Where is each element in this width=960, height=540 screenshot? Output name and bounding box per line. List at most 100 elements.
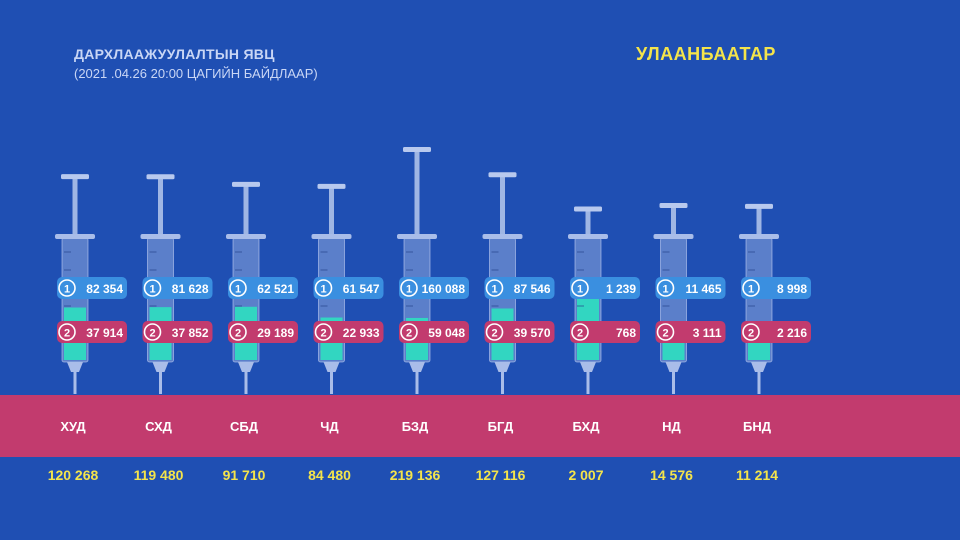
dose2-marker [742, 323, 760, 341]
syringe-needle [73, 372, 77, 394]
dose2-marker [656, 323, 675, 341]
dose2-badge [484, 321, 555, 343]
dose1-badge [313, 277, 384, 299]
syringe-nozzle [494, 362, 511, 372]
dose2-value-label: 768 [616, 326, 636, 340]
dose2-badge [313, 321, 384, 343]
category-label: НД [662, 419, 681, 434]
syringe-flange [226, 234, 266, 239]
dose1-value-label: 8 998 [777, 282, 807, 296]
city-label: УЛААНБААТАР [636, 44, 776, 64]
dose1-value-label: 1 239 [606, 282, 636, 296]
dose2-marker [571, 323, 589, 341]
syringe-plunger-rod [756, 206, 762, 238]
syringe-needle [415, 372, 419, 394]
syringe-needle [586, 372, 590, 394]
dose1-marker [143, 279, 162, 297]
dose1-marker-label: 1 [235, 284, 241, 296]
syringe-flange [55, 234, 95, 239]
syringe-needle [159, 372, 162, 394]
dose2-value-label: 22 933 [343, 326, 380, 340]
dose1-marker-label: 1 [64, 284, 70, 296]
dose2-badge [142, 321, 213, 343]
syringe-needle [501, 372, 504, 394]
dose1-value-label: 81 628 [172, 282, 209, 296]
dose2-marker-label: 2 [406, 328, 412, 340]
syringe-flange [653, 234, 694, 239]
total-label: 219 136 [390, 467, 441, 483]
dose1-marker [485, 279, 504, 297]
dose1-value-label: 61 547 [343, 282, 380, 296]
dose1-marker [400, 279, 418, 297]
syringe-flange [739, 234, 779, 239]
dose2-marker [58, 323, 76, 341]
syringe-nozzle [665, 362, 682, 372]
dose1-marker-label: 1 [662, 284, 668, 296]
dose1-marker [656, 279, 675, 297]
dose2-marker-label: 2 [491, 328, 497, 340]
dose2-value-label: 2 216 [777, 326, 807, 340]
dose1-value-label: 82 354 [86, 282, 123, 296]
category-label: СБД [230, 419, 259, 434]
syringe-needle [672, 372, 675, 394]
dose1-value-label: 11 465 [685, 282, 721, 296]
category-band [0, 395, 960, 457]
dose1-badge [570, 277, 640, 299]
dose2-value-label: 37 852 [172, 326, 209, 340]
dose2-marker [314, 323, 333, 341]
dose2-marker-label: 2 [64, 328, 70, 340]
dose2-marker-label: 2 [235, 328, 241, 340]
syringe-needle [244, 372, 248, 394]
dose2-badge [228, 321, 298, 343]
category-label: СХД [145, 419, 173, 434]
dose1-value-label: 62 521 [257, 282, 294, 296]
category-label: БХД [573, 419, 601, 434]
dose2-badge [399, 321, 469, 343]
dose2-badge [57, 321, 127, 343]
category-label: БЗД [402, 419, 429, 434]
dose2-value-label: 29 189 [257, 326, 294, 340]
dose1-badge [741, 277, 811, 299]
dose1-marker-label: 1 [320, 284, 326, 296]
dose1-badge [399, 277, 469, 299]
syringe-plunger-cap [317, 183, 346, 189]
dose1-marker [229, 279, 247, 297]
syringe-flange [311, 234, 352, 239]
dose2-marker-label: 2 [662, 328, 668, 340]
dose2-badge [741, 321, 811, 343]
dose1-marker [58, 279, 76, 297]
syringe-nozzle [580, 362, 596, 372]
syringe-plunger-rod [500, 175, 505, 238]
total-label: 127 116 [476, 467, 526, 483]
syringe-nozzle [238, 362, 254, 372]
dose2-marker-label: 2 [320, 328, 326, 340]
dose2-marker [400, 323, 418, 341]
dose1-marker-label: 1 [491, 284, 497, 296]
total-label: 2 007 [568, 467, 603, 483]
syringe-plunger-cap [488, 172, 517, 178]
syringe-needle [757, 372, 761, 394]
syringe-flange [140, 234, 181, 239]
syringe-plunger-cap [574, 206, 602, 212]
syringe-plunger-cap [403, 147, 431, 152]
dose1-marker-label: 1 [149, 284, 155, 296]
total-label: 119 480 [134, 467, 184, 483]
syringe-plunger-cap [745, 203, 773, 209]
syringe-nozzle [67, 362, 83, 372]
dose2-value-label: 39 570 [514, 326, 551, 340]
dose1-badge [228, 277, 298, 299]
total-label: 84 480 [308, 467, 351, 483]
syringe-plunger-rod [414, 150, 420, 238]
syringe-flange [568, 234, 608, 239]
total-label: 14 576 [650, 467, 693, 483]
syringe-plunger-rod [671, 206, 676, 238]
syringe-flange [397, 234, 437, 239]
dose2-value-label: 59 048 [428, 326, 465, 340]
dose1-marker [742, 279, 760, 297]
dose1-marker-label: 1 [577, 284, 583, 296]
category-label: ЧД [320, 419, 339, 434]
category-label: БНД [743, 419, 772, 434]
dose1-marker [571, 279, 589, 297]
dose2-marker-label: 2 [748, 328, 754, 340]
dose1-value-label: 87 546 [514, 282, 551, 296]
